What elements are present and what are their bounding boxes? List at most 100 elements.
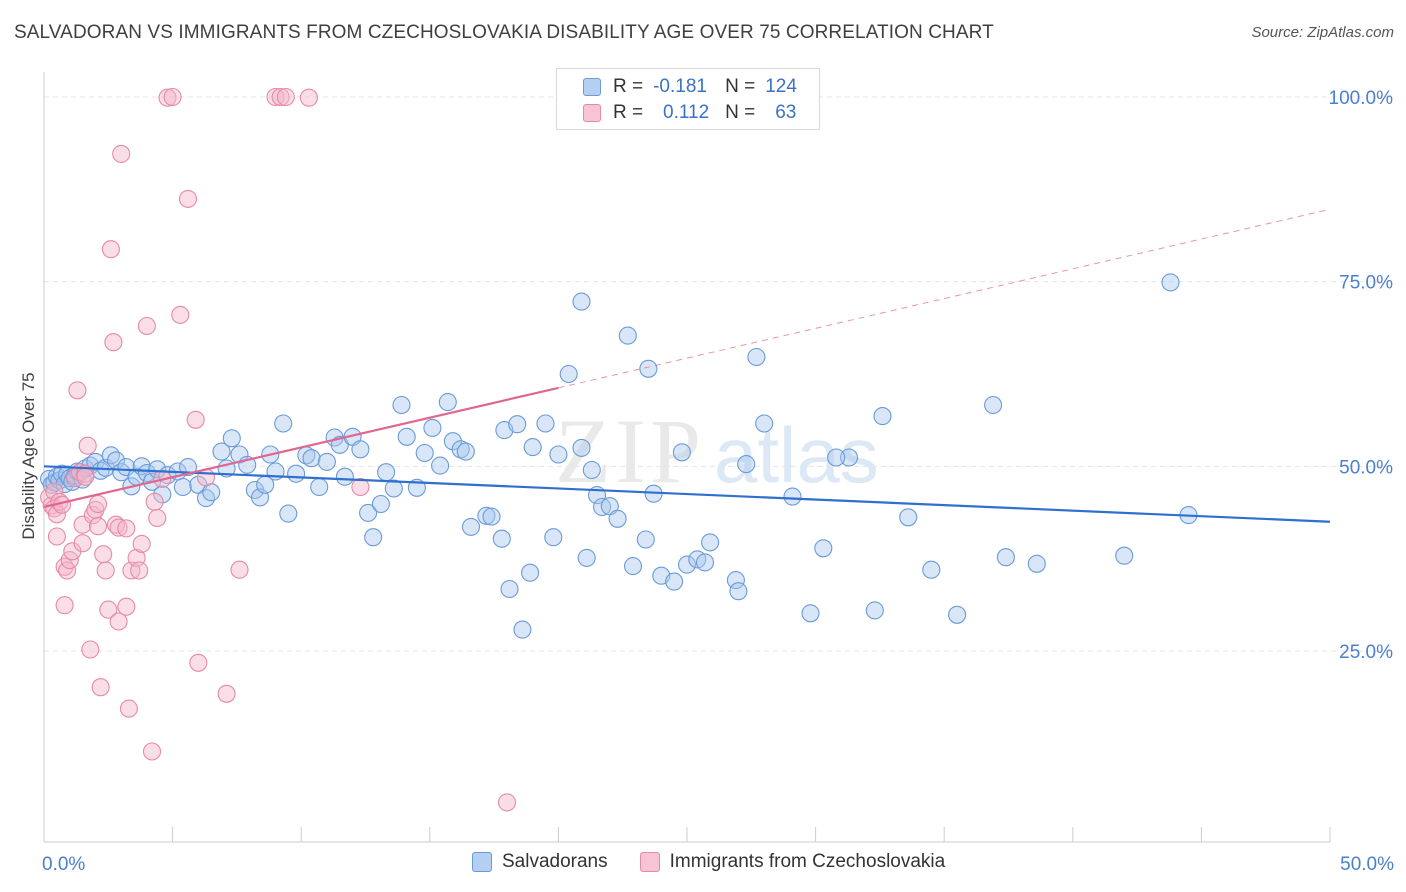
czechoslovakia-point	[142, 742, 162, 761]
salvadorans-point	[335, 467, 354, 486]
czechoslovakia-point	[83, 506, 102, 525]
series-legend-item-czechoslovakia[interactable]: Immigrants from Czechoslovakia	[639, 851, 946, 873]
salvadorans-point	[1027, 554, 1046, 573]
salvadorans-point	[523, 438, 542, 457]
salvadorans-point	[695, 553, 715, 572]
salvadorans-point	[783, 487, 802, 506]
czechoslovakia-point	[186, 410, 205, 429]
salvadorans-point	[544, 528, 563, 547]
series-legend-label: Immigrants from Czechoslovakia	[669, 851, 946, 872]
czechoslovakia-point	[117, 597, 136, 616]
czechoslovakia-point	[276, 87, 295, 107]
czechoslovakia-point	[68, 381, 87, 400]
salvadorans-point	[137, 463, 156, 483]
czechoslovakia-point	[112, 144, 131, 163]
salvadorans-point	[364, 528, 383, 547]
salvadorans-point	[477, 506, 496, 525]
salvadorans-point	[865, 601, 884, 620]
czechoslovakia-point	[266, 87, 285, 107]
salvadorans-point	[513, 620, 532, 639]
legend-r-label: R =	[613, 76, 644, 97]
czechoslovakia-point	[158, 88, 177, 107]
czechoslovakia-point	[81, 640, 100, 659]
salvadorans-point	[456, 442, 475, 461]
series-legend: Salvadorans Immigrants from Czechoslovak…	[472, 851, 977, 873]
czechoslovakia-point	[130, 561, 149, 580]
czechoslovakia-point	[78, 436, 97, 455]
x-tick-labels: 0.0% 50.0%	[42, 854, 1394, 875]
czechoslovakia-point	[96, 561, 115, 580]
y-tick-label: 100.0%	[1329, 88, 1394, 109]
legend-row-czechoslovakia: R = 0.112 N = 63	[583, 100, 796, 126]
y-tick-label: 50.0%	[1339, 457, 1393, 478]
series-legend-swatch-pink	[639, 852, 660, 872]
legend-n-label: N =	[725, 102, 756, 123]
salvadorans-point	[827, 448, 846, 467]
salvadorans-point	[287, 464, 306, 483]
salvadorans-point	[359, 503, 378, 522]
salvadorans-point	[377, 463, 396, 482]
salvadorans-point	[618, 326, 637, 345]
salvadorans-point	[148, 460, 167, 479]
czechoslovakia-point	[271, 87, 290, 107]
czechoslovakia-point	[45, 482, 64, 501]
legend-swatch-blue	[583, 78, 601, 96]
czechoslovakia-point	[88, 494, 108, 514]
salvadorans-point	[302, 449, 321, 468]
salvadorans-point	[559, 364, 578, 384]
czechoslovakia-point	[299, 88, 318, 107]
czechoslovakia-point	[88, 517, 108, 536]
salvadorans-point	[948, 605, 967, 624]
salvadorans-point	[482, 507, 501, 526]
chart-title: SALVADORAN VS IMMIGRANTS FROM CZECHOSLOV…	[14, 22, 994, 43]
czechoslovakia-point	[119, 699, 138, 718]
czechoslovakia-point	[58, 561, 77, 580]
czechoslovakia-point	[109, 612, 128, 631]
czechoslovakia-point	[145, 492, 164, 511]
czechoslovakia-point	[99, 600, 118, 619]
salvadorans-point	[729, 582, 748, 601]
salvadorans-point	[873, 407, 892, 426]
salvadorans-point	[593, 497, 612, 517]
legend-n-value: 124	[765, 76, 797, 97]
salvadorans-point	[86, 452, 105, 471]
salvadorans-point	[665, 572, 684, 591]
czechoslovakia-point	[497, 793, 517, 812]
czechoslovakia-point	[132, 534, 151, 553]
salvadorans-point	[1115, 546, 1134, 565]
salvadorans-point	[230, 445, 249, 464]
salvadorans-point	[196, 489, 216, 508]
czechoslovakia-point	[189, 653, 208, 672]
salvadorans-trend-line	[43, 465, 1331, 523]
legend-swatch-pink	[583, 104, 601, 122]
salvadorans-point	[461, 517, 481, 536]
salvadorans-point	[500, 579, 519, 599]
czechoslovakia-point	[109, 518, 128, 537]
x-tick-label: 0.0%	[42, 854, 85, 875]
czechoslovakia-point	[94, 545, 113, 564]
stats-legend: R = -0.181 N = 124 R = 0.112 N = 63	[556, 68, 820, 130]
salvadorans-point	[814, 539, 833, 558]
series-legend-swatch-blue	[472, 852, 492, 872]
legend-r-value: 0.112	[663, 102, 710, 123]
legend-n-value: 63	[775, 102, 797, 123]
salvadorans-point	[701, 533, 720, 552]
salvadorans-point	[384, 479, 403, 498]
salvadorans-point	[582, 460, 601, 480]
salvadorans-point	[279, 504, 298, 523]
salvadorans-point	[415, 443, 434, 463]
czechoslovakia-point	[73, 534, 92, 553]
czechoslovakia-point	[217, 684, 236, 703]
x-ticks	[43, 827, 1331, 842]
czechoslovakia-point	[76, 467, 95, 486]
series-legend-item-salvadorans[interactable]: Salvadorans	[472, 851, 608, 873]
watermark: ZIP atlas	[555, 400, 879, 502]
x-tick-label: 50.0%	[1340, 854, 1394, 875]
legend-n-label: N =	[725, 76, 756, 97]
salvadorans-point	[438, 393, 457, 412]
legend-r-label: R =	[613, 102, 644, 123]
salvadorans-point	[726, 571, 745, 590]
salvadorans-point	[222, 429, 241, 448]
salvadorans-point	[677, 555, 697, 574]
czechoslovakia-point	[148, 508, 167, 528]
